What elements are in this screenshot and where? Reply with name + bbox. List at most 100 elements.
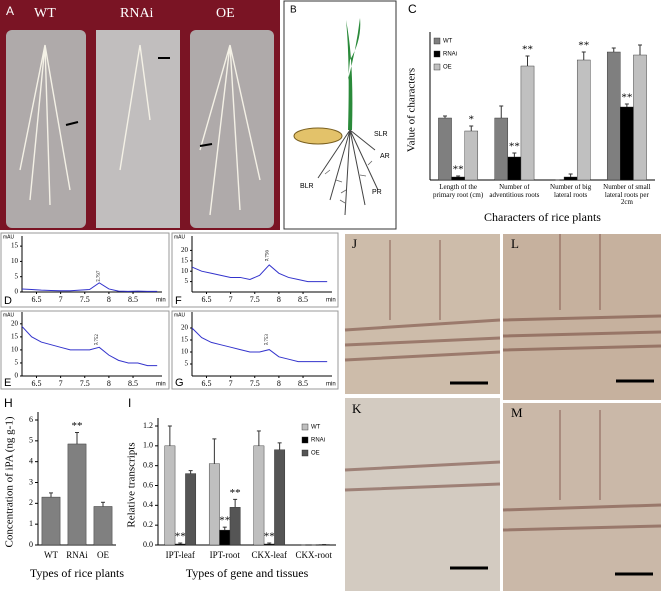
x-label-box: Length of the primary root (cm) <box>433 184 484 199</box>
y-tick-label: 4 <box>29 456 33 465</box>
x-axis-label: Characters of rice plants <box>484 210 601 224</box>
y-tick-label: 3 <box>29 477 33 486</box>
error-bar <box>233 498 238 508</box>
annotation: 7.797 <box>97 270 102 282</box>
x-label-box: IPT-leaf <box>166 551 195 560</box>
x-tick-label: 8 <box>107 295 111 304</box>
y-axis-label: Relative transcripts <box>126 442 138 527</box>
bar <box>633 54 647 181</box>
x-tick-label: 6.5 <box>201 379 211 388</box>
caption: RNAi <box>120 6 154 21</box>
x-tick-label: 7.5 <box>80 379 90 388</box>
x-label-box: Number of small lateral roots per 2cm <box>603 184 651 207</box>
error-bar <box>568 173 573 177</box>
line <box>191 327 328 363</box>
error-bar <box>75 432 79 444</box>
error-bar <box>222 526 227 531</box>
significance: ** <box>264 531 275 543</box>
panel-label: A <box>6 4 14 18</box>
error-bar <box>525 55 530 66</box>
legend-label: OE <box>311 451 320 457</box>
x-tick-label: 8.5 <box>128 295 138 304</box>
panel-label: G <box>175 377 184 389</box>
y-tick-label: 10 <box>181 348 189 356</box>
diagram-b: B SLR AR BLR PR <box>283 0 397 230</box>
bar <box>576 59 591 181</box>
panel-label: C <box>408 2 417 16</box>
significance: ** <box>230 487 241 499</box>
y-tick-label: 6 <box>29 415 33 424</box>
y-tick-label: 15 <box>11 242 19 250</box>
x-tick-label: Number of big lateral roots <box>550 184 592 199</box>
y-tick-label: 5 <box>185 277 189 285</box>
y-tick-label: 0 <box>15 288 19 296</box>
y-tick-label: 20 <box>181 246 189 254</box>
bar <box>41 496 61 546</box>
y-tick-label: 1 <box>29 519 33 528</box>
bar <box>438 117 452 181</box>
photo-a: A WT RNAi OE <box>0 0 280 230</box>
panel-label: D <box>4 295 12 307</box>
bar <box>67 443 87 546</box>
x-tick-label: 8.5 <box>298 379 308 388</box>
x-tick-label: 7.5 <box>250 295 260 304</box>
bar <box>620 106 634 181</box>
line <box>191 264 328 283</box>
line <box>21 326 158 367</box>
significance: ** <box>621 92 632 104</box>
legend-label: RNAi <box>311 438 325 444</box>
plot-frame <box>171 310 339 390</box>
error-bar <box>101 501 105 507</box>
bar <box>263 543 275 546</box>
y-axis-label: mAU <box>174 234 186 240</box>
x-tick-label: RNAi <box>66 551 88 560</box>
x-label-box: OE <box>97 551 109 560</box>
x-tick-label: 8.5 <box>298 295 308 304</box>
legend-swatch <box>433 37 441 45</box>
y-tick-label: 20 <box>11 319 19 327</box>
y-tick-label: 0.4 <box>143 500 153 509</box>
y-tick-label: 20 <box>181 324 189 332</box>
x-tick-label: Number of adventitious roots <box>489 184 540 199</box>
x-tick-label: 7.5 <box>80 295 90 304</box>
x-tick-label: IPT-root <box>209 551 240 560</box>
legend-swatch <box>433 63 441 71</box>
error-bar <box>167 425 172 446</box>
caption: OE <box>216 6 235 21</box>
x-tick-label: 8 <box>107 379 111 388</box>
panel-label: L <box>511 236 519 251</box>
line <box>21 282 158 292</box>
significance: ** <box>72 420 83 432</box>
panel-label: J <box>352 236 357 251</box>
y-tick-label: 0.0 <box>143 540 153 549</box>
error-bar <box>256 430 261 446</box>
panel-label: K <box>352 401 362 416</box>
x-tick-label: WT <box>44 551 58 560</box>
x-tick-label: Number of small lateral roots per 2cm <box>603 184 651 207</box>
part-label: SLR <box>374 131 388 138</box>
x-tick-label: 6.5 <box>31 295 41 304</box>
bar <box>451 176 465 181</box>
x-axis-label: min <box>326 298 336 304</box>
y-tick-label: 5 <box>15 272 19 280</box>
significance: * <box>469 114 475 126</box>
y-tick-label: 5 <box>185 360 189 368</box>
y-axis-label: mAU <box>3 234 15 240</box>
panel-label: B <box>290 5 297 16</box>
y-axis-label: Concentration of iPA (ng g-1) <box>4 416 16 547</box>
bar <box>253 445 265 546</box>
significance: ** <box>219 515 230 527</box>
error-bar <box>469 125 474 131</box>
plot-frame <box>171 232 339 308</box>
x-tick-label: OE <box>97 551 109 560</box>
y-tick-label: 15 <box>181 336 189 344</box>
y-tick-label: 15 <box>11 332 19 340</box>
x-tick-label: 8 <box>277 379 281 388</box>
bar <box>464 130 479 181</box>
x-tick-label: Length of the primary root (cm) <box>433 184 484 199</box>
error-bar <box>499 105 504 118</box>
x-axis-label: Types of rice plants <box>30 566 124 580</box>
bar <box>507 156 522 181</box>
x-axis-label: min <box>326 382 336 388</box>
